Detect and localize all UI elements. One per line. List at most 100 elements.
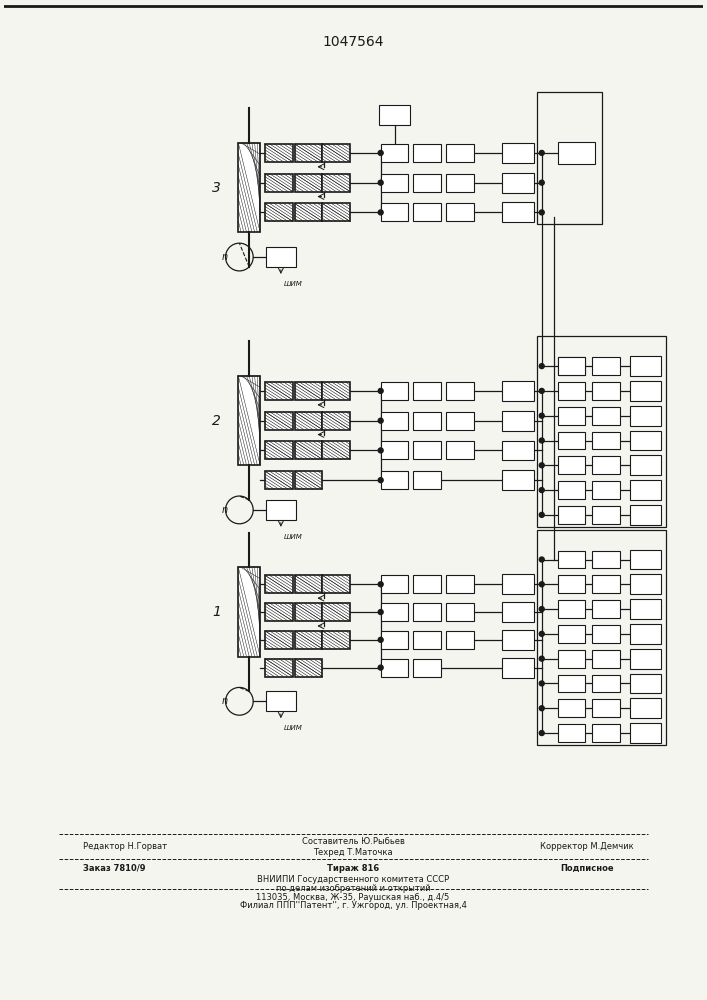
FancyBboxPatch shape — [502, 574, 534, 594]
FancyBboxPatch shape — [295, 412, 322, 430]
Circle shape — [539, 512, 544, 517]
FancyBboxPatch shape — [592, 675, 620, 692]
FancyBboxPatch shape — [322, 631, 350, 649]
FancyBboxPatch shape — [266, 500, 296, 520]
FancyBboxPatch shape — [592, 551, 620, 568]
FancyBboxPatch shape — [295, 203, 322, 221]
Circle shape — [539, 413, 544, 418]
FancyBboxPatch shape — [380, 412, 409, 430]
FancyBboxPatch shape — [558, 432, 585, 449]
Circle shape — [539, 388, 544, 393]
FancyBboxPatch shape — [322, 603, 350, 621]
Text: ШИМ: ШИМ — [284, 725, 303, 731]
FancyBboxPatch shape — [322, 203, 350, 221]
Circle shape — [378, 610, 383, 615]
FancyBboxPatch shape — [380, 471, 409, 489]
FancyBboxPatch shape — [558, 575, 585, 593]
Circle shape — [539, 706, 544, 711]
FancyBboxPatch shape — [295, 603, 322, 621]
FancyBboxPatch shape — [414, 631, 441, 649]
FancyBboxPatch shape — [630, 480, 661, 500]
FancyBboxPatch shape — [630, 455, 661, 475]
Text: Составитель Ю.Рыбьев: Составитель Ю.Рыбьев — [302, 837, 404, 846]
FancyBboxPatch shape — [322, 412, 350, 430]
FancyBboxPatch shape — [414, 144, 441, 162]
FancyBboxPatch shape — [446, 631, 474, 649]
FancyBboxPatch shape — [558, 625, 585, 643]
Circle shape — [378, 210, 383, 215]
FancyBboxPatch shape — [380, 203, 409, 221]
Circle shape — [539, 150, 544, 155]
FancyBboxPatch shape — [265, 441, 293, 459]
Circle shape — [539, 463, 544, 468]
FancyBboxPatch shape — [238, 567, 260, 657]
FancyBboxPatch shape — [322, 174, 350, 192]
Text: ШИМ: ШИМ — [284, 534, 303, 540]
FancyBboxPatch shape — [414, 659, 441, 677]
Circle shape — [539, 631, 544, 636]
FancyBboxPatch shape — [558, 407, 585, 425]
FancyBboxPatch shape — [558, 382, 585, 400]
Circle shape — [539, 582, 544, 587]
FancyBboxPatch shape — [414, 603, 441, 621]
FancyBboxPatch shape — [558, 551, 585, 568]
FancyBboxPatch shape — [380, 174, 409, 192]
Text: Тираж 816: Тираж 816 — [327, 864, 379, 873]
FancyBboxPatch shape — [558, 357, 585, 375]
Circle shape — [539, 681, 544, 686]
Text: 1: 1 — [212, 605, 221, 619]
FancyBboxPatch shape — [630, 505, 661, 525]
Text: Корректор М.Демчик: Корректор М.Демчик — [540, 842, 634, 851]
Circle shape — [378, 418, 383, 423]
FancyBboxPatch shape — [265, 659, 293, 677]
FancyBboxPatch shape — [592, 625, 620, 643]
FancyBboxPatch shape — [446, 603, 474, 621]
FancyBboxPatch shape — [265, 144, 293, 162]
FancyBboxPatch shape — [265, 174, 293, 192]
FancyBboxPatch shape — [322, 575, 350, 593]
Circle shape — [539, 607, 544, 612]
FancyBboxPatch shape — [558, 724, 585, 742]
FancyBboxPatch shape — [592, 481, 620, 499]
FancyBboxPatch shape — [502, 470, 534, 490]
FancyBboxPatch shape — [558, 481, 585, 499]
FancyBboxPatch shape — [380, 144, 409, 162]
FancyBboxPatch shape — [265, 203, 293, 221]
FancyBboxPatch shape — [295, 631, 322, 649]
Circle shape — [539, 364, 544, 369]
FancyBboxPatch shape — [558, 699, 585, 717]
FancyBboxPatch shape — [558, 650, 585, 668]
FancyBboxPatch shape — [592, 357, 620, 375]
FancyBboxPatch shape — [380, 631, 409, 649]
FancyBboxPatch shape — [558, 600, 585, 618]
FancyBboxPatch shape — [295, 382, 322, 400]
FancyBboxPatch shape — [446, 382, 474, 400]
Text: 2: 2 — [212, 414, 221, 428]
FancyBboxPatch shape — [446, 144, 474, 162]
FancyBboxPatch shape — [414, 412, 441, 430]
FancyBboxPatch shape — [322, 382, 350, 400]
Text: 3: 3 — [212, 181, 221, 195]
FancyBboxPatch shape — [238, 143, 260, 232]
FancyBboxPatch shape — [592, 724, 620, 742]
FancyBboxPatch shape — [592, 382, 620, 400]
FancyBboxPatch shape — [380, 659, 409, 677]
Circle shape — [378, 150, 383, 155]
Text: Заказ 7810/9: Заказ 7810/9 — [83, 864, 146, 873]
FancyBboxPatch shape — [446, 575, 474, 593]
FancyBboxPatch shape — [630, 406, 661, 426]
FancyBboxPatch shape — [446, 174, 474, 192]
FancyBboxPatch shape — [558, 675, 585, 692]
FancyBboxPatch shape — [295, 575, 322, 593]
Circle shape — [378, 665, 383, 670]
FancyBboxPatch shape — [380, 603, 409, 621]
FancyBboxPatch shape — [322, 441, 350, 459]
FancyBboxPatch shape — [414, 441, 441, 459]
Text: n: n — [221, 696, 228, 706]
Circle shape — [539, 731, 544, 736]
FancyBboxPatch shape — [295, 174, 322, 192]
Circle shape — [378, 388, 383, 393]
FancyBboxPatch shape — [265, 575, 293, 593]
FancyBboxPatch shape — [266, 691, 296, 711]
FancyBboxPatch shape — [380, 441, 409, 459]
